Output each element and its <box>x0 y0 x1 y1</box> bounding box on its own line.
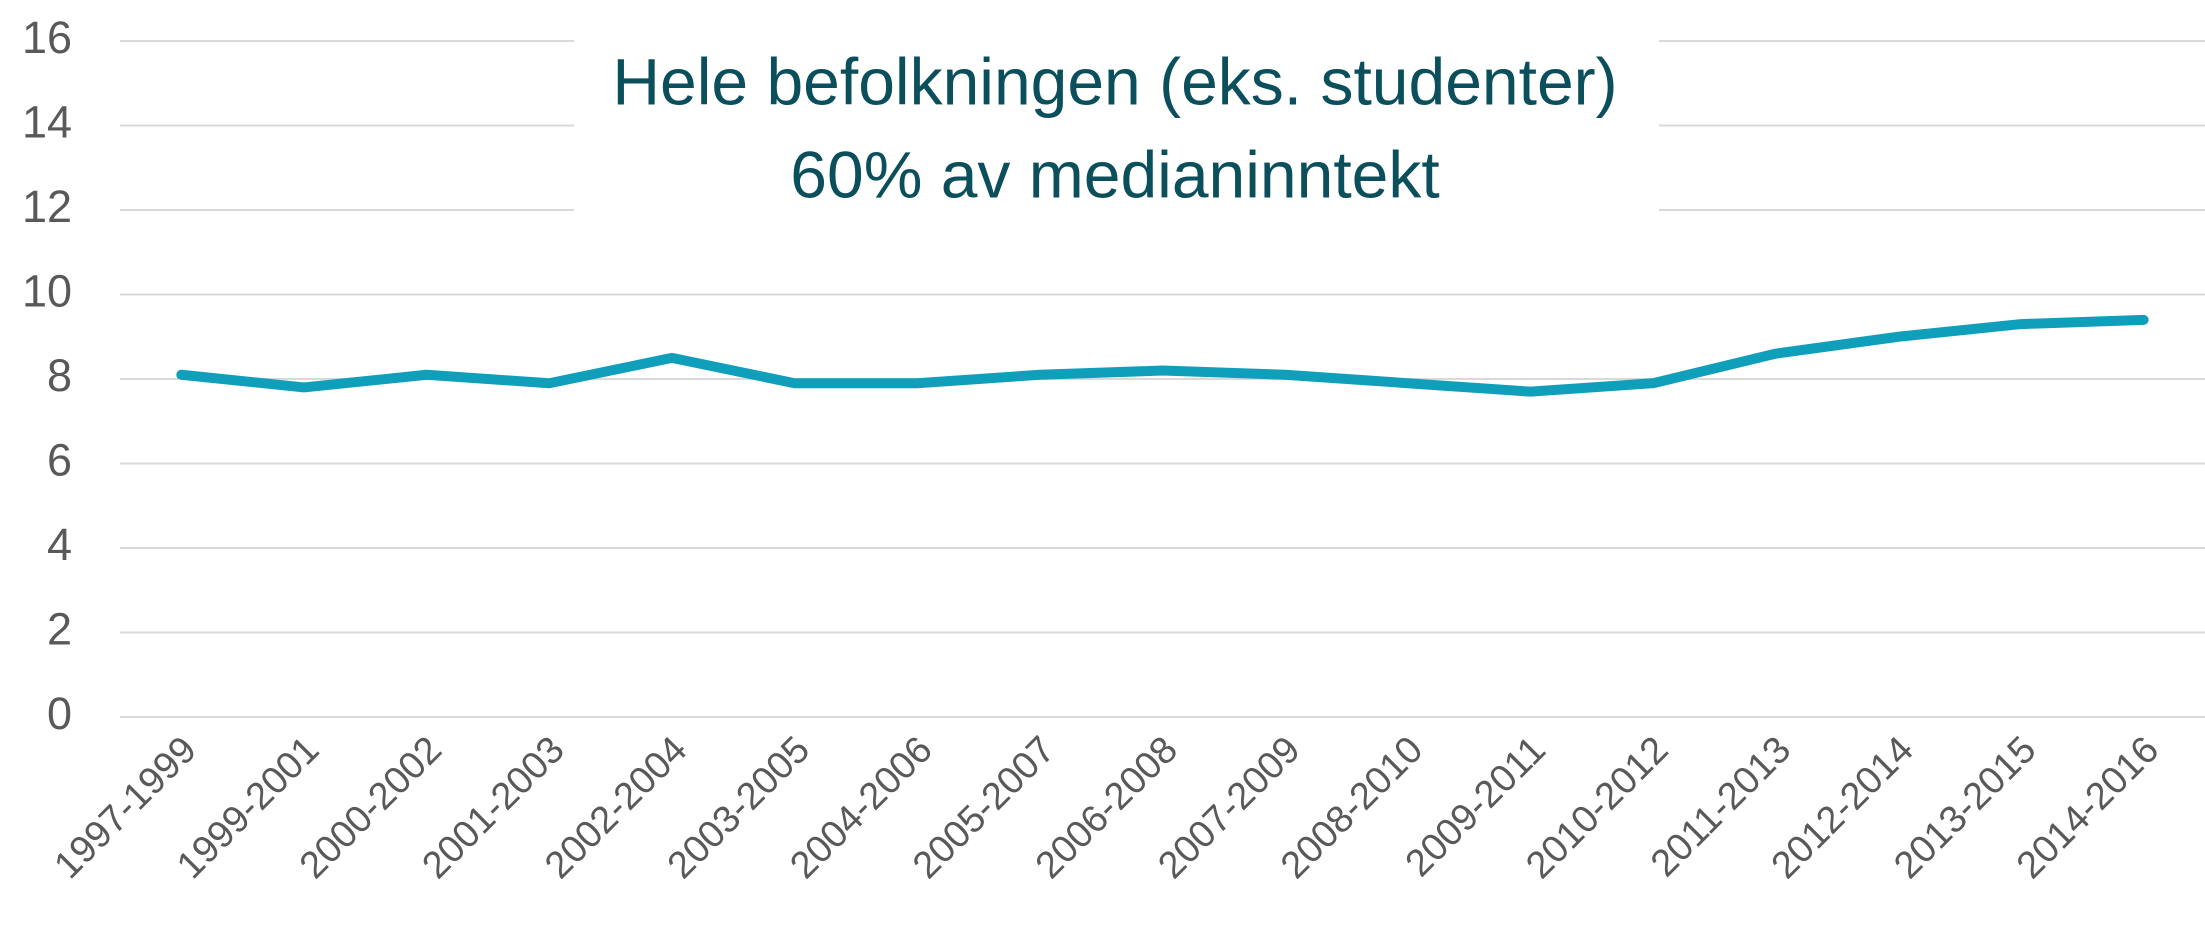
y-tick-label: 14 <box>22 96 72 147</box>
y-tick-label: 6 <box>47 434 72 485</box>
y-tick-label: 8 <box>47 350 72 401</box>
y-tick-label: 16 <box>22 12 72 63</box>
y-tick-label: 0 <box>47 688 72 739</box>
y-tick-label: 12 <box>22 181 72 232</box>
chart-subtitle: 60% av medianinntekt <box>790 137 1439 211</box>
y-tick-label: 2 <box>47 603 72 654</box>
data-line <box>176 314 2149 397</box>
chart-title: Hele befolkningen (eks. studenter) <box>612 44 1617 118</box>
y-tick-label: 4 <box>47 519 72 570</box>
title-background <box>574 0 1659 211</box>
y-tick-label: 10 <box>22 265 72 316</box>
